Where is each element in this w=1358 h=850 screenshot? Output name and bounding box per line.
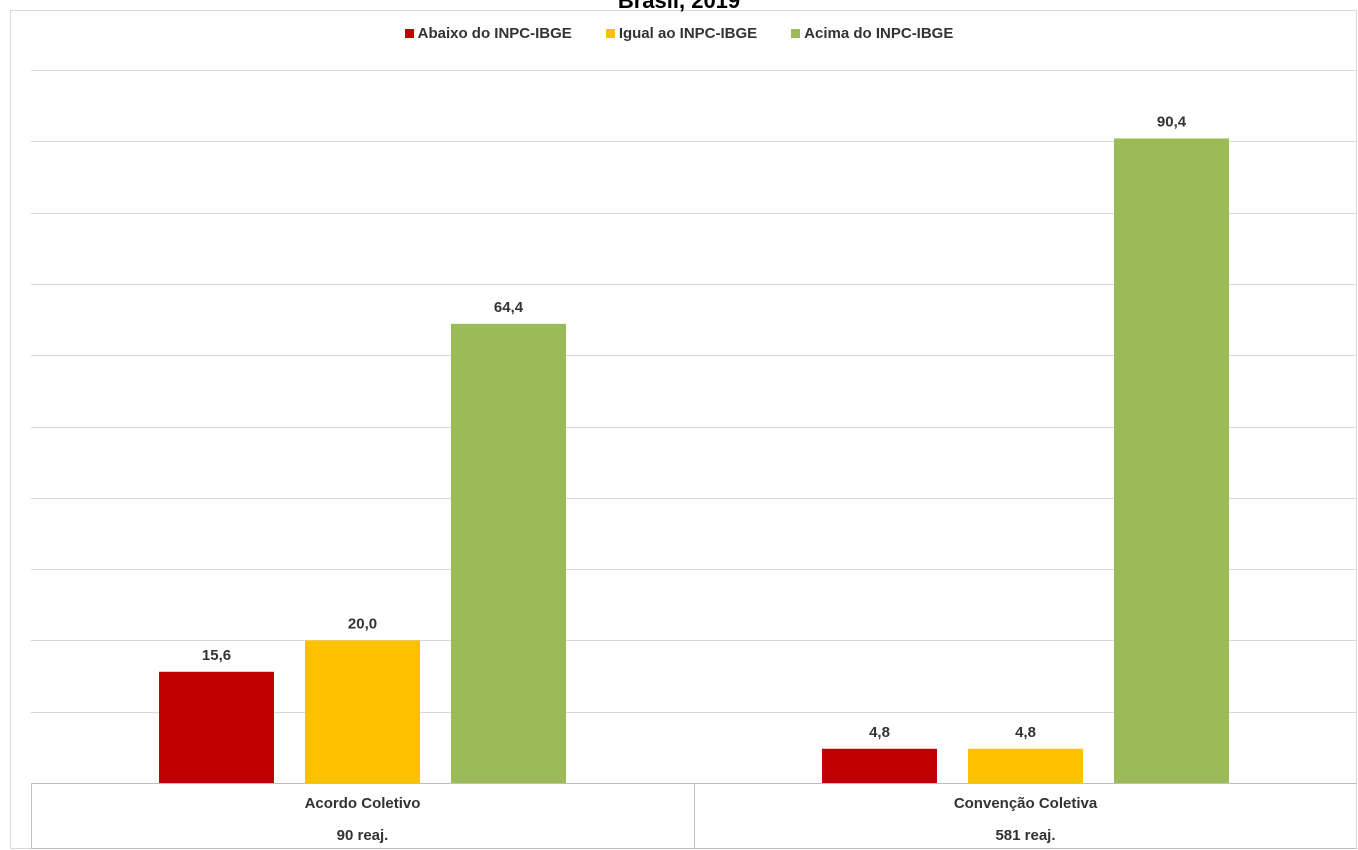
legend-label-above: Acima do INPC-IBGE bbox=[804, 25, 954, 42]
chart-legend: Abaixo do INPC-IBGE Igual ao INPC-IBGE A… bbox=[0, 25, 1358, 42]
legend-label-below: Abaixo do INPC-IBGE bbox=[417, 25, 572, 42]
legend-item-equal: Igual ao INPC-IBGE bbox=[605, 25, 758, 42]
bar bbox=[305, 640, 420, 783]
category-label: Acordo Coletivo bbox=[305, 795, 421, 812]
bar bbox=[1114, 138, 1229, 783]
legend-swatch-above bbox=[791, 29, 801, 38]
bar bbox=[451, 323, 566, 783]
data-label: 64,4 bbox=[494, 299, 524, 316]
data-label: 90,4 bbox=[1157, 113, 1187, 130]
data-label: 4,8 bbox=[869, 724, 890, 741]
legend-label-equal: Igual ao INPC-IBGE bbox=[618, 25, 758, 42]
bar bbox=[822, 748, 937, 783]
legend-swatch-equal bbox=[605, 29, 615, 38]
legend-item-above: Acima do INPC-IBGE bbox=[791, 25, 953, 42]
bar bbox=[968, 748, 1083, 783]
legend-swatch-below bbox=[404, 29, 414, 38]
data-label: 15,6 bbox=[202, 647, 231, 664]
chart-title: Brasil, 2019 bbox=[617, 0, 741, 13]
bar bbox=[159, 671, 274, 783]
legend-item-below: Abaixo do INPC-IBGE bbox=[404, 25, 572, 42]
category-label: Convenção Coletiva bbox=[954, 795, 1098, 812]
category-sublabel: 90 reaj. bbox=[337, 827, 389, 844]
data-label: 4,8 bbox=[1015, 724, 1036, 741]
data-label: 20,0 bbox=[348, 615, 377, 632]
category-sublabel: 581 reaj. bbox=[995, 827, 1055, 844]
